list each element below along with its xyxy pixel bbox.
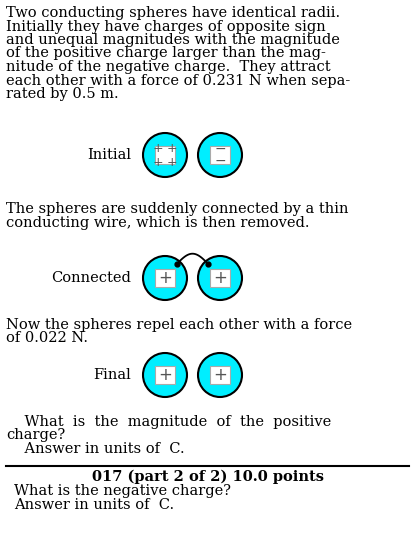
Text: +: + <box>158 269 172 287</box>
Text: Answer in units of  C.: Answer in units of C. <box>14 498 174 512</box>
Text: Initially they have charges of opposite sign: Initially they have charges of opposite … <box>6 19 326 34</box>
Circle shape <box>143 353 187 397</box>
FancyBboxPatch shape <box>210 146 230 164</box>
Text: What  is  the  magnitude  of  the  positive: What is the magnitude of the positive <box>6 415 331 429</box>
FancyBboxPatch shape <box>210 268 230 287</box>
Text: +: + <box>167 141 177 155</box>
Text: +: + <box>213 269 227 287</box>
Text: What is the negative charge?: What is the negative charge? <box>14 484 231 498</box>
Text: and unequal magnitudes with the magnitude: and unequal magnitudes with the magnitud… <box>6 33 340 47</box>
Text: of the positive charge larger than the mag-: of the positive charge larger than the m… <box>6 47 326 60</box>
Text: The spheres are suddenly connected by a thin: The spheres are suddenly connected by a … <box>6 202 349 216</box>
Text: Final: Final <box>93 368 131 382</box>
Circle shape <box>143 256 187 300</box>
Circle shape <box>143 133 187 177</box>
FancyBboxPatch shape <box>210 366 230 384</box>
Text: +: + <box>167 156 177 168</box>
Text: Answer in units of  C.: Answer in units of C. <box>6 442 185 456</box>
Text: of 0.022 N.: of 0.022 N. <box>6 332 88 345</box>
Text: 017 (part 2 of 2) 10.0 points: 017 (part 2 of 2) 10.0 points <box>91 470 324 485</box>
Circle shape <box>198 353 242 397</box>
Text: −: − <box>214 154 226 168</box>
Text: +: + <box>213 366 227 384</box>
FancyBboxPatch shape <box>154 366 176 384</box>
FancyBboxPatch shape <box>154 268 176 287</box>
Text: +: + <box>153 156 164 168</box>
Text: rated by 0.5 m.: rated by 0.5 m. <box>6 87 119 101</box>
Text: −: − <box>214 142 226 156</box>
Text: Now the spheres repel each other with a force: Now the spheres repel each other with a … <box>6 318 352 332</box>
FancyBboxPatch shape <box>154 146 176 164</box>
Text: nitude of the negative charge.  They attract: nitude of the negative charge. They attr… <box>6 60 331 74</box>
Text: Connected: Connected <box>51 271 131 285</box>
Text: conducting wire, which is then removed.: conducting wire, which is then removed. <box>6 216 310 229</box>
Text: charge?: charge? <box>6 428 65 443</box>
Circle shape <box>198 133 242 177</box>
Text: Two conducting spheres have identical radii.: Two conducting spheres have identical ra… <box>6 6 340 20</box>
Text: +: + <box>158 366 172 384</box>
Text: each other with a force of 0.231 N when sepa-: each other with a force of 0.231 N when … <box>6 74 350 87</box>
Circle shape <box>198 256 242 300</box>
Text: Initial: Initial <box>87 148 131 162</box>
Text: +: + <box>153 141 164 155</box>
